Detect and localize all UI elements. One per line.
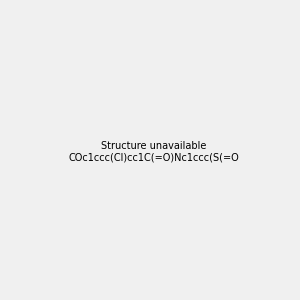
Text: Structure unavailable
COc1ccc(Cl)cc1C(=O)Nc1ccc(S(=O: Structure unavailable COc1ccc(Cl)cc1C(=O… bbox=[68, 141, 239, 162]
